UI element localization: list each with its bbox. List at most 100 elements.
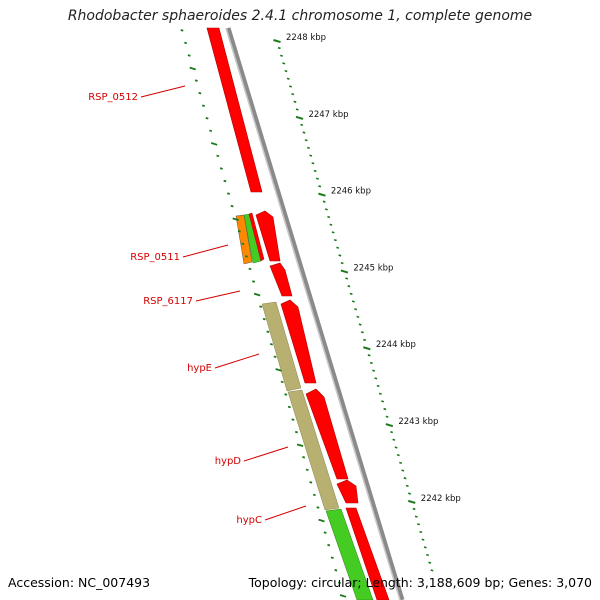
tick-mark — [347, 285, 351, 288]
gene-RSP_6117[interactable] — [269, 262, 293, 297]
tick-mark — [315, 177, 319, 180]
tick-mark — [334, 569, 338, 572]
genome-backbone-highlight — [225, 27, 401, 600]
tick-mark — [295, 115, 304, 120]
tick-mark — [412, 507, 416, 511]
tick-mark — [374, 377, 378, 380]
tick-mark — [230, 204, 234, 208]
tick-mark — [291, 418, 295, 421]
tick-mark — [277, 46, 281, 50]
tick-mark — [390, 430, 394, 434]
gene-hypE[interactable] — [280, 299, 317, 384]
tick-mark — [198, 91, 202, 95]
tick-mark — [323, 531, 327, 534]
gene-tan-1[interactable] — [261, 301, 302, 392]
tick-mark — [187, 54, 191, 57]
gene-leader-line — [243, 446, 289, 462]
tick-mark — [345, 277, 349, 280]
tick-mark — [363, 338, 367, 342]
accession-text: Accession: NC_007493 — [8, 575, 151, 590]
tick-mark — [273, 39, 281, 44]
tick-mark — [309, 481, 313, 484]
tick-mark — [417, 523, 421, 526]
tick-mark — [259, 305, 263, 308]
tick-mark — [426, 553, 429, 557]
tick-mark — [408, 492, 412, 495]
gene-leader-line — [264, 505, 307, 521]
tick-mark — [180, 29, 184, 32]
tick-mark — [421, 538, 425, 541]
gene-green-lower[interactable] — [325, 508, 374, 600]
tick-mark — [316, 506, 320, 509]
kbp-scale: 2248 kbp 2247 kbp 2246 kbp 2245 kbp 2244 kbp… — [286, 33, 461, 504]
tick-mark — [385, 415, 389, 418]
tick-mark — [318, 192, 326, 197]
tick-mark — [266, 330, 270, 333]
tick-mark — [313, 169, 317, 173]
tick-mark — [286, 77, 290, 80]
tick-mark — [351, 300, 355, 303]
kbp-label: 2242 kbp — [421, 494, 461, 504]
gene-red-inner[interactable] — [248, 212, 265, 262]
tick-mark — [205, 117, 209, 120]
tick-mark — [284, 69, 288, 73]
tick-mark — [407, 499, 416, 504]
tick-mark — [358, 323, 362, 326]
tick-mark — [330, 556, 334, 559]
tick-mark — [232, 217, 239, 221]
gene-hypC[interactable] — [336, 479, 359, 504]
tick-mark — [194, 79, 198, 82]
tick-mark — [306, 146, 310, 150]
tick-mark — [401, 469, 405, 472]
tick-mark — [189, 66, 196, 71]
gene-label-hypD[interactable]: hypD — [215, 456, 242, 467]
tick-mark — [349, 292, 353, 295]
tick-mark — [219, 167, 223, 170]
map-title: Rhodobacter sphaeroides 2.4.1 chromosome… — [67, 8, 533, 24]
tick-mark — [302, 131, 306, 134]
gene-track-outer — [206, 27, 390, 600]
kbp-label: 2248 kbp — [286, 33, 326, 43]
gene-label-RSP_6117[interactable]: RSP_6117 — [143, 296, 193, 307]
gene-label-hypC[interactable]: hypC — [236, 515, 262, 526]
gene-red-lower[interactable] — [345, 507, 390, 600]
tick-mark — [302, 456, 306, 459]
tick-mark — [354, 308, 358, 311]
gene-orange[interactable] — [235, 214, 253, 265]
gene-RSP_0511[interactable] — [255, 210, 281, 262]
tick-mark — [237, 230, 241, 233]
tick-mark — [333, 238, 337, 242]
tick-mark — [423, 546, 427, 549]
tick-mark — [262, 317, 266, 321]
kbp-label: 2246 kbp — [331, 187, 371, 197]
tick-mark — [327, 543, 331, 547]
tick-mark — [201, 104, 205, 107]
tick-mark — [269, 343, 273, 346]
gene-RSP_0512[interactable] — [206, 27, 263, 193]
tick-track-outer — [273, 39, 434, 572]
tick-mark — [396, 454, 400, 457]
tick-mark — [403, 477, 407, 480]
tick-mark — [376, 384, 380, 388]
tick-mark — [318, 185, 322, 188]
tick-mark — [414, 515, 418, 518]
genome-backbone — [225, 27, 405, 600]
tick-mark — [372, 369, 376, 372]
kbp-label: 2245 kbp — [353, 263, 393, 273]
gene-tan-2[interactable] — [287, 389, 340, 511]
tick-mark — [275, 368, 282, 372]
tick-mark — [280, 54, 283, 57]
tick-mark — [291, 93, 295, 96]
tick-mark — [369, 361, 373, 365]
tick-mark — [339, 594, 347, 598]
gene-label-hypE[interactable]: hypE — [187, 363, 212, 374]
tick-mark — [311, 162, 315, 165]
gene-label-RSP_0511[interactable]: RSP_0511 — [130, 252, 180, 263]
tick-mark — [248, 267, 252, 271]
tick-mark — [280, 380, 284, 384]
gene-hypD[interactable] — [305, 388, 349, 480]
tick-mark — [367, 354, 371, 357]
kbp-label: 2244 kbp — [376, 340, 416, 350]
gene-label-RSP_0512[interactable]: RSP_0512 — [88, 92, 138, 103]
